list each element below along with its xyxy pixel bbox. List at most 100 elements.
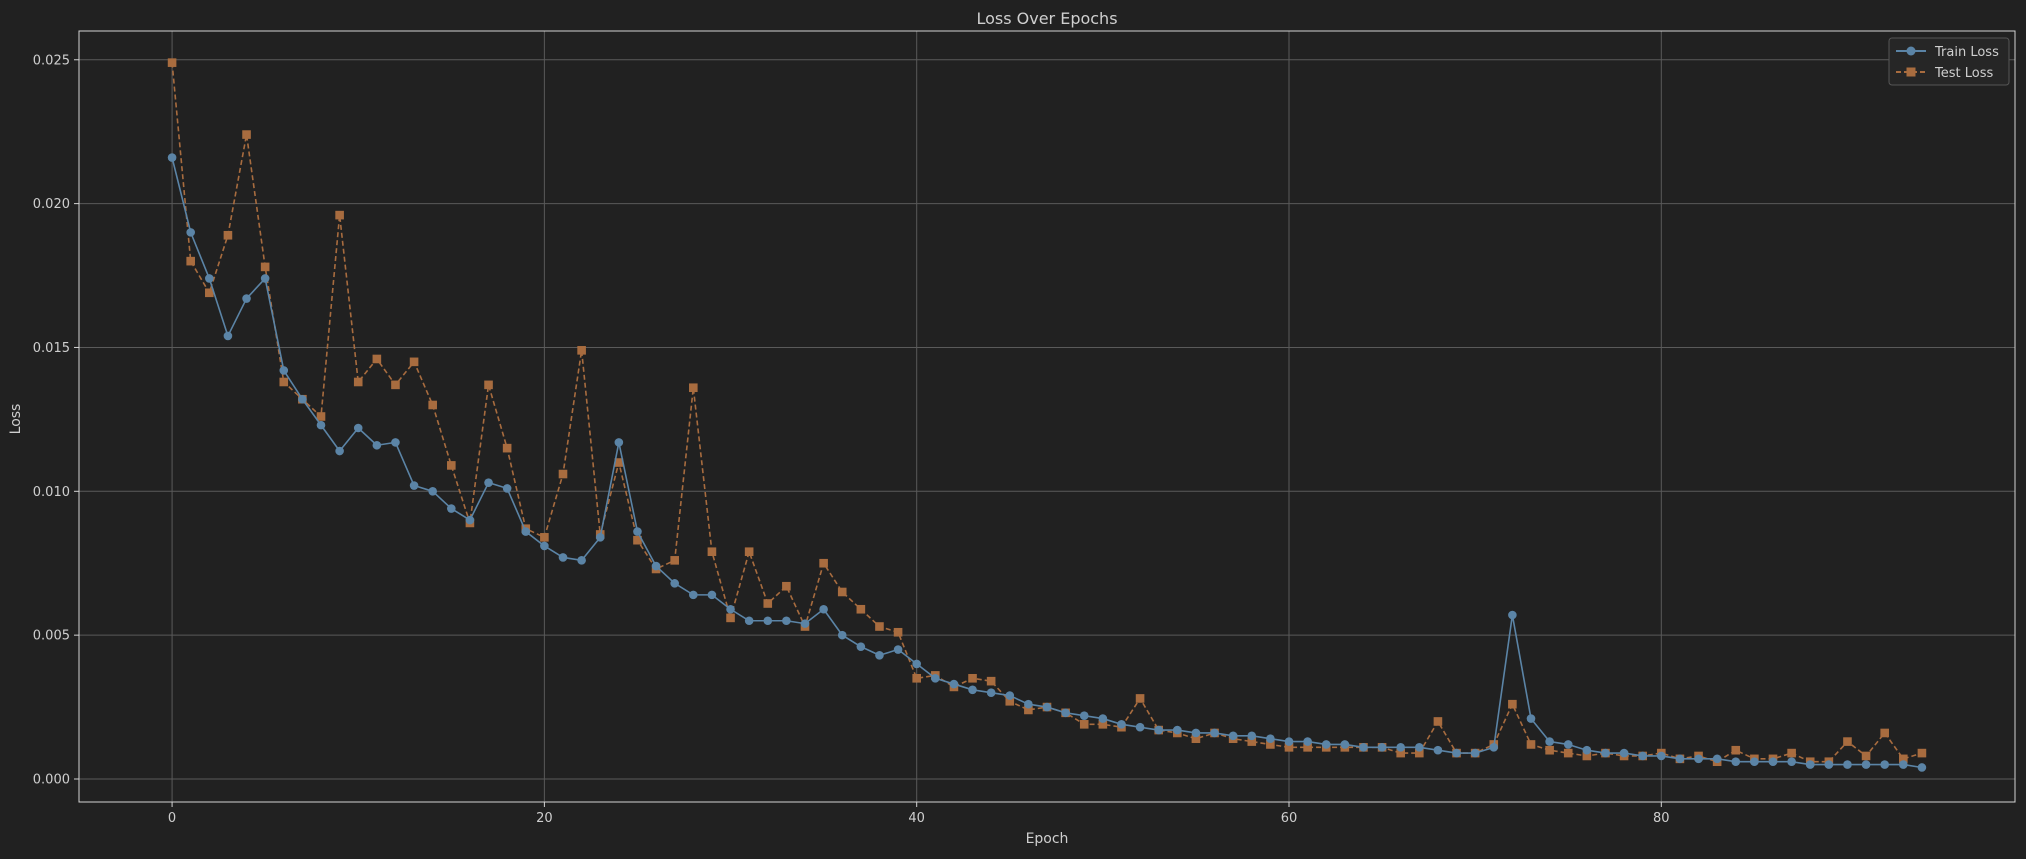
data-point-test: [335, 210, 344, 220]
data-point-train: [633, 527, 642, 536]
data-point-train: [1266, 734, 1275, 744]
data-point-test: [1917, 748, 1927, 758]
data-point-test: [1024, 705, 1033, 715]
y-tick-label: 0.015: [33, 341, 70, 356]
data-point-train: [372, 440, 382, 450]
data-point-train: [744, 616, 754, 626]
series-layer: [167, 58, 1927, 772]
axis-ticks: 0 20 40 60 80 0.000 0.005 0.010 0.015 0.020 0.025: [33, 53, 1670, 826]
legend: Train Loss Test Loss: [1888, 37, 2010, 86]
data-point-test: [1526, 740, 1536, 749]
data-point-test: [558, 469, 568, 479]
y-tick-label: 0.010: [33, 485, 70, 500]
data-point-train: [986, 688, 996, 697]
data-point-train: [726, 604, 735, 614]
data-point-train: [1526, 714, 1536, 723]
data-point-test: [484, 380, 493, 390]
data-point-train: [856, 642, 866, 651]
data-point-test: [1563, 748, 1573, 758]
data-point-test: [633, 535, 642, 545]
data-point-train: [1917, 763, 1927, 772]
data-point-test: [353, 377, 363, 387]
data-point-train: [1563, 740, 1573, 749]
data-point-train: [1731, 757, 1741, 767]
x-tick-label: 40: [908, 811, 925, 826]
data-point-train: [353, 423, 363, 433]
data-point-test: [1303, 743, 1312, 752]
data-point-train: [521, 527, 531, 536]
data-point-train: [1247, 731, 1257, 741]
data-point-train: [298, 394, 307, 404]
data-point-train: [1601, 748, 1610, 758]
data-point-train: [931, 673, 940, 683]
data-point-train: [800, 619, 810, 628]
data-point-train: [1042, 702, 1052, 712]
data-point-test: [260, 262, 270, 272]
data-point-test: [409, 357, 419, 367]
legend-box: [1888, 37, 2010, 86]
data-point-test: [242, 130, 251, 139]
data-point-test: [1433, 717, 1443, 726]
data-point-train: [1340, 740, 1350, 749]
data-point-train: [502, 484, 512, 493]
data-point-train: [465, 515, 475, 525]
data-point-test: [1266, 740, 1275, 749]
data-point-train: [1154, 725, 1163, 735]
data-point-train: [651, 561, 661, 571]
data-point-train: [1284, 737, 1294, 746]
data-point-train: [1787, 757, 1796, 767]
data-point-train: [1191, 728, 1201, 738]
data-point-train: [912, 659, 921, 669]
data-point-train: [1750, 757, 1759, 767]
data-point-test: [912, 673, 921, 683]
data-point-test: [744, 547, 754, 557]
data-point-train: [223, 331, 233, 341]
data-point-test: [1861, 751, 1871, 761]
y-tick-label: 0.025: [33, 53, 70, 68]
data-point-train: [279, 366, 289, 375]
plot-frame: [78, 30, 2016, 803]
data-point-train: [260, 274, 270, 283]
data-point-test: [1098, 720, 1108, 729]
data-point-train: [391, 438, 400, 447]
data-point-train: [949, 679, 959, 689]
data-point-train: [689, 590, 698, 600]
data-point-test: [1415, 748, 1424, 758]
legend-test-label: Test Loss: [1934, 66, 1993, 81]
data-point-test: [670, 556, 679, 565]
data-point-train: [1768, 757, 1778, 767]
data-point-train: [893, 645, 903, 654]
data-point-train: [1173, 725, 1182, 735]
data-point-test: [316, 412, 326, 421]
data-point-train: [205, 274, 214, 283]
data-point-train: [1694, 754, 1703, 764]
data-point-train: [316, 420, 326, 430]
data-point-test: [726, 613, 735, 623]
data-point-train: [409, 481, 419, 490]
data-point-train: [1805, 760, 1815, 769]
data-point-train: [968, 685, 977, 695]
data-point-train: [447, 504, 456, 513]
data-point-train: [1489, 743, 1499, 752]
data-point-train: [1303, 737, 1312, 746]
data-point-test: [502, 443, 512, 453]
data-point-test: [1899, 754, 1908, 764]
y-tick-label: 0.005: [33, 629, 70, 644]
data-point-train: [1415, 743, 1424, 752]
data-point-test: [167, 58, 177, 67]
data-point-train: [670, 579, 679, 588]
data-point-test: [856, 604, 866, 614]
data-point-test: [223, 230, 233, 240]
data-point-train: [1359, 743, 1368, 752]
data-point-test: [1787, 748, 1796, 758]
data-point-test: [1508, 699, 1517, 709]
data-point-test: [837, 587, 847, 597]
data-point-train: [1210, 728, 1219, 738]
data-point-train: [1861, 760, 1871, 769]
data-point-train: [1619, 748, 1629, 758]
data-point-test: [819, 558, 828, 568]
data-point-train: [837, 630, 847, 640]
legend-test-marker: [1906, 67, 1916, 77]
data-point-train: [782, 616, 791, 626]
data-point-train: [1117, 720, 1126, 729]
